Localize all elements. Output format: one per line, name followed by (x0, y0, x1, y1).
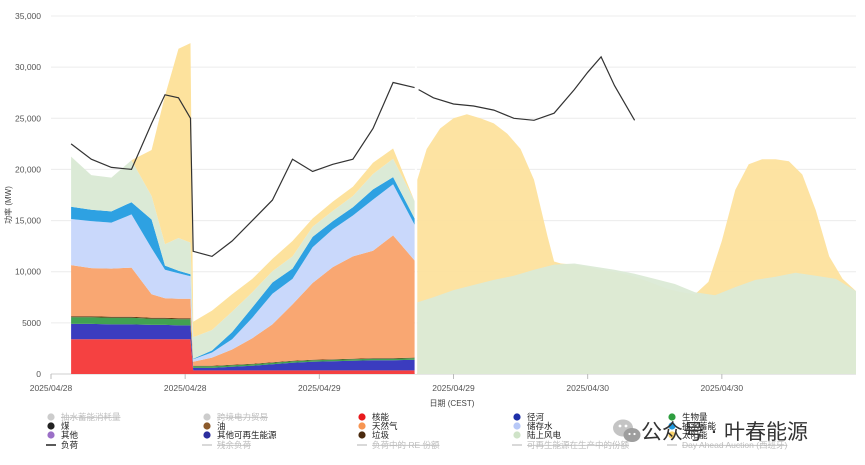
legend-dot-icon (203, 422, 211, 430)
y-tick-label: 35,000 (15, 11, 41, 21)
legend-dot-icon (668, 422, 676, 430)
wechat-icon (613, 419, 641, 442)
y-tick-label: 20,000 (15, 164, 41, 174)
legend-dot-icon (513, 413, 521, 421)
legend-item[interactable]: 核能 (358, 412, 390, 422)
x-tick-label: 2025/04/28 (164, 383, 207, 393)
forecast-areas (417, 114, 856, 374)
legend-dot-icon (203, 413, 211, 421)
area-陆上风电 (forecast) (417, 263, 856, 374)
legend-label: 其他 (61, 430, 79, 440)
legend-dot-icon (513, 431, 521, 439)
stacked-areas (71, 43, 415, 374)
legend-label: 储存水 (527, 421, 553, 431)
legend-label: 油 (217, 421, 226, 431)
legend-item[interactable]: 生物量 (668, 412, 708, 422)
area-生物量 (71, 317, 415, 368)
y-tick-label: 0 (36, 369, 41, 379)
legend-item[interactable]: 可再生能源在生产中的份额 (512, 440, 630, 450)
load-line (70, 81, 415, 258)
x-tick-label: 2025/04/29 (432, 383, 475, 393)
legend-item[interactable]: 抽水蓄能消耗量 (47, 412, 121, 422)
legend-dot-icon (47, 413, 55, 421)
legend-label: Day Ahead Auction (西班牙) (682, 440, 788, 450)
legend-dot-icon (668, 413, 676, 421)
legend-dot-icon (203, 431, 211, 439)
area-储存水 (71, 184, 415, 362)
legend-item[interactable]: 负荷 (46, 440, 79, 450)
legend-item[interactable]: 负荷中的 RE 份额 (357, 440, 440, 450)
legend-item[interactable]: 太阳能 (668, 430, 708, 440)
legend-item[interactable]: 其他 (47, 430, 79, 440)
x-axis-title: 日期 (CEST) (430, 399, 475, 408)
legend-label: 其他可再生能源 (217, 430, 277, 440)
y-axis-title: 功率 (MW) (3, 186, 13, 224)
legend-label: 太阳能 (682, 430, 708, 440)
legend-label: 核能 (372, 412, 390, 422)
legend-label: 生物量 (682, 412, 708, 422)
legend-label: 天然气 (372, 421, 398, 431)
x-tick-label: 2025/04/30 (566, 383, 609, 393)
legend-item[interactable]: 抽水蓄能 (668, 421, 717, 431)
y-tick-label: 10,000 (15, 267, 41, 277)
load-line-ahead (418, 55, 636, 121)
legend-label: 跨境电力贸易 (217, 412, 268, 422)
legend-dot-icon (47, 431, 55, 439)
x-tick-label: 2025/04/28 (30, 383, 73, 393)
x-axis-ticks: 2025/04/28 2025/04/28 2025/04/29 2025/04/29… (30, 374, 744, 393)
y-tick-label: 25,000 (15, 113, 41, 123)
legend-item[interactable]: 陆上风电 (513, 430, 562, 440)
legend-label: 抽水蓄能消耗量 (61, 412, 121, 422)
legend-item[interactable]: 天然气 (358, 421, 398, 431)
y-tick-label: 5000 (22, 318, 41, 328)
x-tick-label: 2025/04/30 (701, 383, 744, 393)
legend-item[interactable]: 垃圾 (358, 430, 390, 440)
legend-label: 抽水蓄能 (682, 421, 717, 431)
legend-label: 负荷中的 RE 份额 (372, 440, 440, 450)
legend-dot-icon (668, 431, 676, 439)
area-抽水蓄能 (71, 177, 415, 360)
legend-dot-icon (358, 431, 366, 439)
legend-label: 煤 (61, 421, 70, 431)
legend-label: 残余负荷 (217, 440, 252, 450)
watermark: 公众号 · 叶春能源 (613, 419, 808, 444)
area-其他可再生能源 (71, 323, 415, 371)
legend-item[interactable]: 残余负荷 (202, 440, 252, 450)
area-陆上风电 (71, 156, 415, 359)
legend-item[interactable]: Day Ahead Auction (西班牙) (667, 440, 788, 450)
legend-label: 径河 (527, 412, 545, 422)
y-tick-label: 30,000 (15, 62, 41, 72)
legend-label: 负荷 (61, 440, 79, 450)
legend-dot-icon (358, 422, 366, 430)
legend-item[interactable]: 油 (203, 421, 226, 431)
y-axis-ticks: 0 5000 10,000 15,000 20,000 25,000 30,000 35,00… (15, 11, 41, 379)
load-lines (70, 55, 636, 258)
x-tick-label: 2025/04/29 (298, 383, 341, 393)
legend-item[interactable]: 径河 (513, 412, 545, 422)
legend-dot-icon (358, 413, 366, 421)
legend-item[interactable]: 煤 (47, 421, 70, 431)
legend-label: 垃圾 (372, 430, 390, 440)
legend-label: 可再生能源在生产中的份额 (527, 440, 630, 450)
legend-item[interactable]: 其他可再生能源 (203, 430, 277, 440)
watermark-text: 公众号 · 叶春能源 (641, 420, 808, 444)
area-天然气 (71, 235, 415, 366)
legend-item[interactable]: 跨境电力贸易 (203, 412, 268, 422)
legend-label: 陆上风电 (527, 430, 562, 440)
legend-dot-icon (47, 422, 55, 430)
area-核能 (71, 339, 415, 374)
legend-item[interactable]: 储存水 (513, 421, 553, 431)
legend-dot-icon (513, 422, 521, 430)
y-tick-label: 15,000 (15, 216, 41, 226)
